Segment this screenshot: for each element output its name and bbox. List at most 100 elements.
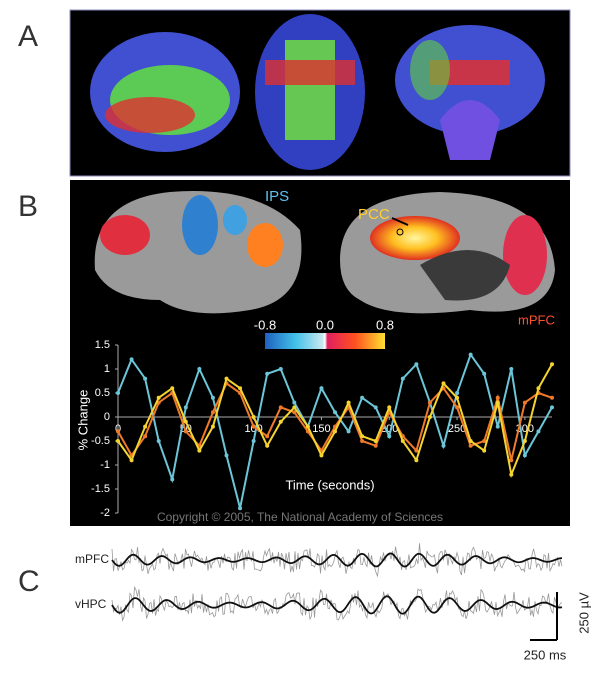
- y-axis-label: % Change: [75, 390, 90, 451]
- point: [550, 405, 554, 410]
- x-tick-label: 250: [448, 423, 466, 435]
- point: [251, 439, 256, 443]
- point: [224, 453, 229, 458]
- filtered-trace: [111, 595, 563, 615]
- x-tick-label: 150: [312, 423, 330, 435]
- y-tick-label: 0.5: [95, 387, 110, 399]
- point: [468, 352, 473, 357]
- point: [129, 357, 134, 362]
- point: [414, 448, 419, 453]
- point: [170, 477, 175, 482]
- point: [319, 453, 324, 458]
- y-tick-label: 1.5: [95, 339, 110, 351]
- point: [197, 448, 202, 453]
- point: [455, 405, 460, 410]
- y-tick-label: 1: [104, 363, 110, 375]
- point: [373, 439, 378, 443]
- point: [292, 405, 297, 410]
- region-label: PCC: [358, 206, 390, 223]
- point: [116, 391, 120, 395]
- point: [197, 367, 202, 371]
- point: [387, 405, 392, 410]
- trace-label: mPFC: [75, 552, 109, 566]
- panel-label: B: [18, 190, 38, 223]
- point: [414, 458, 419, 463]
- point: [116, 439, 120, 443]
- point: [495, 424, 500, 429]
- point: [116, 429, 120, 434]
- y-tick-label: -2: [100, 507, 110, 519]
- point: [210, 424, 215, 429]
- point: [550, 395, 554, 400]
- point: [143, 434, 148, 439]
- point: [536, 429, 541, 434]
- point: [156, 395, 161, 400]
- point: [414, 362, 419, 367]
- point: [522, 453, 527, 458]
- colorbar-label: 0.0: [316, 317, 334, 332]
- point: [427, 400, 432, 405]
- point: [143, 376, 148, 381]
- point: [522, 439, 527, 443]
- brain-surfaces: [94, 191, 555, 314]
- point: [400, 376, 405, 381]
- panel-label: A: [18, 20, 38, 53]
- point: [427, 415, 432, 419]
- x-axis-label: Time (seconds): [285, 477, 374, 492]
- point: [278, 405, 283, 410]
- point: [346, 400, 351, 405]
- point: [495, 400, 500, 405]
- point: [360, 395, 365, 400]
- y-tick-label: -1: [100, 459, 110, 471]
- point: [482, 371, 487, 376]
- point: [482, 448, 487, 453]
- point: [495, 395, 500, 400]
- point: [482, 439, 487, 443]
- region-label: IPS: [265, 188, 289, 205]
- point: [319, 386, 324, 391]
- point: [373, 443, 378, 448]
- point: [278, 419, 283, 424]
- point: [550, 362, 554, 367]
- point: [333, 410, 337, 415]
- point: [265, 434, 270, 439]
- point: [265, 443, 270, 448]
- panel-label: C: [18, 565, 40, 598]
- point: [400, 439, 405, 443]
- point: [305, 424, 310, 429]
- point: [183, 429, 188, 434]
- raw-trace: [111, 585, 563, 622]
- point: [509, 472, 514, 477]
- point: [210, 410, 215, 415]
- point: [278, 367, 283, 371]
- scale-label: 250 ms: [524, 647, 567, 662]
- point: [522, 400, 527, 405]
- point: [183, 419, 188, 424]
- y-tick-label: -0.5: [91, 435, 110, 447]
- traces: [111, 543, 563, 622]
- point: [156, 439, 161, 443]
- point: [129, 458, 134, 463]
- point: [509, 458, 514, 463]
- point: [346, 429, 351, 434]
- scale-label: 250 µV: [576, 592, 591, 634]
- point: [238, 386, 243, 391]
- point: [238, 506, 243, 511]
- point: [455, 395, 460, 400]
- x-tick-label: 0: [115, 423, 121, 435]
- y-tick-label: 0: [104, 411, 110, 423]
- point: [360, 439, 365, 443]
- point: [441, 443, 446, 448]
- point: [360, 434, 365, 439]
- point: [210, 395, 215, 400]
- point: [143, 424, 148, 429]
- point: [292, 400, 297, 405]
- colorbar-label: 0.8: [376, 317, 394, 332]
- region-label: mPFC: [518, 312, 555, 327]
- colorbar-label: -0.8: [254, 317, 276, 332]
- point: [183, 405, 188, 410]
- point: [387, 434, 392, 439]
- trace-label: vHPC: [75, 597, 107, 611]
- point: [373, 405, 378, 410]
